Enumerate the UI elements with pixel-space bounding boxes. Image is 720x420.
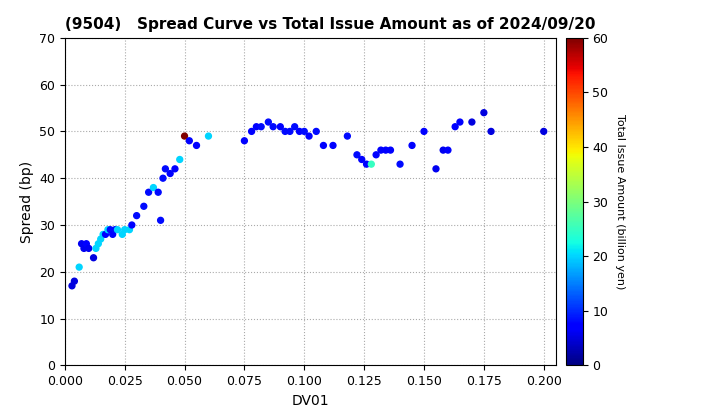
- Point: [131, 212, 143, 219]
- Point: [157, 175, 168, 181]
- Point: [438, 147, 449, 153]
- Point: [375, 147, 387, 153]
- Point: [299, 128, 310, 135]
- Point: [148, 184, 159, 191]
- Point: [191, 142, 202, 149]
- Point: [160, 165, 171, 172]
- Point: [384, 147, 396, 153]
- Point: [93, 240, 104, 247]
- Point: [95, 236, 107, 242]
- Point: [442, 147, 454, 153]
- Point: [263, 119, 274, 126]
- Point: [78, 245, 90, 252]
- Y-axis label: Total Issue Amount (billion yen): Total Issue Amount (billion yen): [615, 114, 625, 289]
- Point: [100, 231, 112, 238]
- X-axis label: DV01: DV01: [292, 394, 329, 408]
- Point: [449, 123, 461, 130]
- Point: [76, 240, 87, 247]
- Point: [81, 240, 92, 247]
- Point: [155, 217, 166, 224]
- Point: [303, 133, 315, 139]
- Point: [279, 128, 291, 135]
- Point: [246, 128, 257, 135]
- Point: [104, 226, 116, 233]
- Point: [164, 170, 176, 177]
- Point: [356, 156, 367, 163]
- Point: [68, 278, 80, 284]
- Point: [174, 156, 186, 163]
- Point: [274, 123, 286, 130]
- Point: [238, 137, 250, 144]
- Point: [284, 128, 296, 135]
- Y-axis label: Spread (bp): Spread (bp): [19, 160, 34, 243]
- Point: [380, 147, 392, 153]
- Point: [294, 128, 305, 135]
- Point: [117, 231, 128, 238]
- Point: [143, 189, 154, 196]
- Point: [90, 245, 102, 252]
- Point: [318, 142, 329, 149]
- Point: [97, 231, 109, 238]
- Point: [366, 161, 377, 168]
- Point: [138, 203, 150, 210]
- Point: [112, 226, 123, 233]
- Point: [88, 255, 99, 261]
- Point: [406, 142, 418, 149]
- Point: [289, 123, 300, 130]
- Point: [179, 133, 190, 139]
- Point: [119, 226, 130, 233]
- Point: [418, 128, 430, 135]
- Point: [107, 231, 119, 238]
- Point: [83, 245, 94, 252]
- Point: [256, 123, 267, 130]
- Point: [431, 165, 442, 172]
- Point: [102, 226, 114, 233]
- Point: [370, 152, 382, 158]
- Point: [169, 165, 181, 172]
- Point: [73, 264, 85, 270]
- Point: [328, 142, 339, 149]
- Point: [395, 161, 406, 168]
- Point: [267, 123, 279, 130]
- Point: [124, 226, 135, 233]
- Point: [184, 137, 195, 144]
- Point: [310, 128, 322, 135]
- Point: [66, 283, 78, 289]
- Point: [153, 189, 164, 196]
- Point: [203, 133, 215, 139]
- Point: [351, 152, 363, 158]
- Point: [466, 119, 477, 126]
- Point: [361, 161, 372, 168]
- Point: [538, 128, 549, 135]
- Point: [126, 222, 138, 228]
- Point: [341, 133, 353, 139]
- Point: [478, 109, 490, 116]
- Point: [109, 226, 121, 233]
- Text: (9504)   Spread Curve vs Total Issue Amount as of 2024/09/20: (9504) Spread Curve vs Total Issue Amoun…: [65, 18, 595, 32]
- Point: [454, 119, 466, 126]
- Point: [251, 123, 262, 130]
- Point: [485, 128, 497, 135]
